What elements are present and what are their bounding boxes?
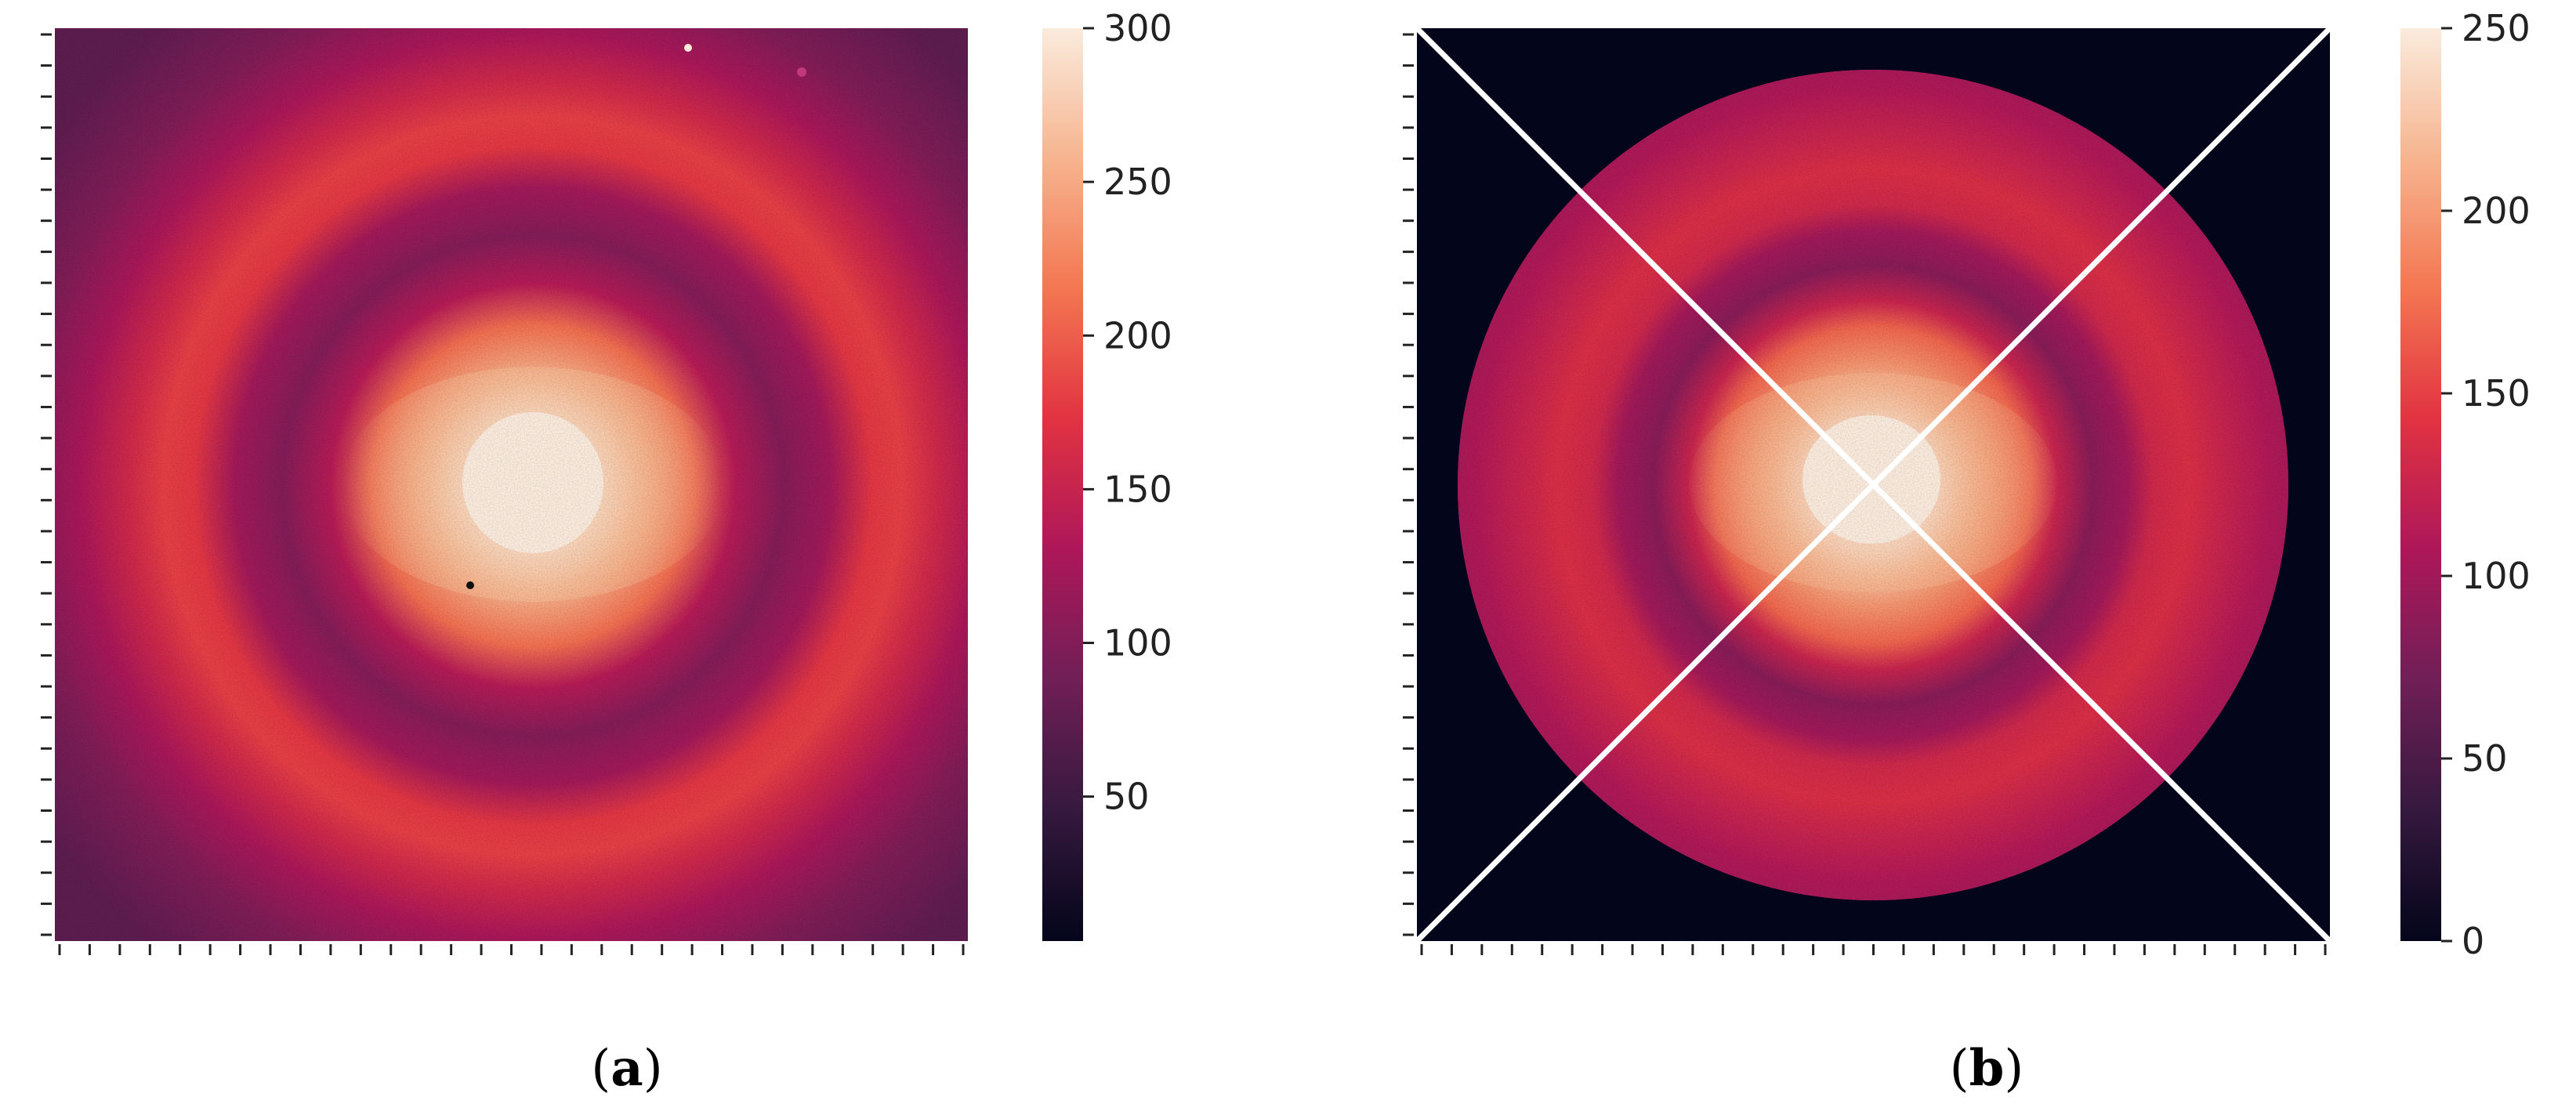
panel-label-b: (b) — [1950, 1039, 2024, 1098]
colorbar-a-bar — [1042, 28, 1083, 941]
overlay-lines — [1415, 26, 2332, 943]
colorbar-b: 0 50 100 150 200 250 — [2400, 7, 2531, 962]
colorbar-b-tick-label: 150 — [2462, 372, 2531, 415]
dead-pixel — [684, 44, 692, 52]
colorbar-a-tick-label: 50 — [1103, 776, 1150, 818]
colorbar-b-tick-label: 50 — [2462, 737, 2508, 780]
colorbar-a: 50 100 150 200 250 300 — [1042, 7, 1172, 941]
colorbar-b-tick-label: 100 — [2462, 555, 2531, 597]
dead-pixels — [466, 44, 806, 589]
heatmap-b-ticks — [1403, 33, 2327, 955]
colorbar-b-tick-label: 200 — [2462, 190, 2531, 232]
diagonal-line-2 — [1415, 26, 2332, 943]
colorbar-b-bar — [2400, 28, 2441, 941]
colorbar-b-tick-label: 0 — [2462, 920, 2484, 962]
heatmap-a — [55, 28, 968, 941]
colorbar-b-tick-label: 250 — [2462, 7, 2531, 49]
dead-pixel — [466, 581, 474, 589]
colorbar-a-tick-label: 150 — [1103, 468, 1172, 510]
colorbar-a-tick-label: 250 — [1103, 161, 1172, 203]
panel-label-b-letter: b — [1969, 1039, 2005, 1098]
panel-label-a-letter: a — [610, 1039, 643, 1098]
heatmap-b — [1415, 26, 2332, 943]
colorbar-a-tick-label: 100 — [1103, 622, 1172, 664]
colorbar-a-tick-label: 200 — [1103, 314, 1172, 357]
dead-pixel — [797, 67, 806, 77]
heatmap-a-ticks — [41, 33, 965, 955]
heatmap-a-noise — [55, 28, 968, 941]
colorbar-a-tick-label: 300 — [1103, 7, 1172, 49]
panel-label-a: (a) — [591, 1039, 662, 1098]
